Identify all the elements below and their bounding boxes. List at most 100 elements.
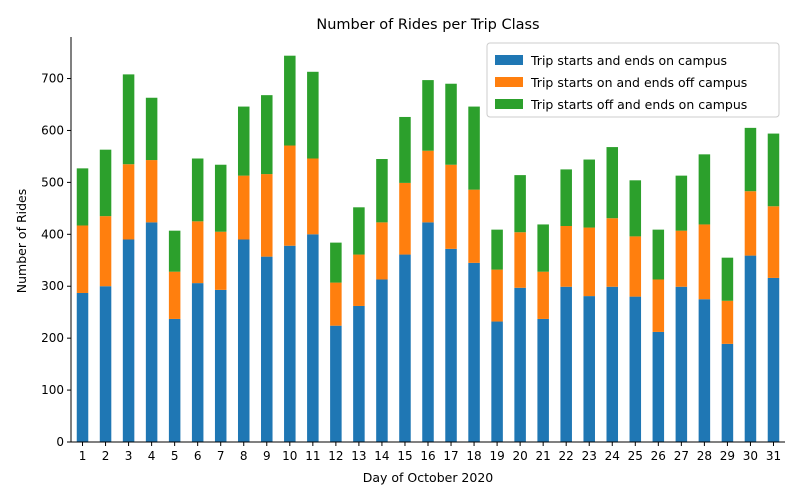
x-tick-label: 28 <box>697 449 712 463</box>
legend: Trip starts and ends on campus Trip start… <box>486 42 780 118</box>
bar-series-2-day-9 <box>261 174 273 257</box>
bar-series-1-day-8 <box>237 239 250 442</box>
bar-series-1-day-11 <box>307 234 319 442</box>
bar-series-1-day-23 <box>583 296 595 442</box>
bar-series-2-day-4 <box>145 160 158 223</box>
bar-series-2-day-14 <box>376 222 388 280</box>
bar-series-1-day-30 <box>744 255 757 442</box>
bar-series-3-day-30 <box>744 127 757 192</box>
bar-series-3-day-19 <box>491 229 503 270</box>
bar-series-2-day-6 <box>191 221 204 284</box>
bar-series-1-day-29 <box>721 343 734 442</box>
x-tick-label: 24 <box>605 449 620 463</box>
y-tick-label: 500 <box>41 175 64 189</box>
bar-series-2-day-27 <box>675 230 688 287</box>
bar-series-3-day-8 <box>237 106 250 176</box>
bar-series-3-day-20 <box>514 175 526 233</box>
bar-series-2-day-30 <box>744 191 757 256</box>
x-tick-label: 13 <box>351 449 366 463</box>
bar-series-1-day-25 <box>629 296 642 442</box>
y-tick-label: 200 <box>41 331 64 345</box>
y-tick-label: 0 <box>56 435 64 449</box>
bar-series-3-day-1 <box>76 168 89 226</box>
bar-series-2-day-23 <box>583 227 595 297</box>
bar-series-3-day-10 <box>284 55 296 146</box>
bar-series-1-day-19 <box>491 321 503 442</box>
x-tick-label: 31 <box>766 449 781 463</box>
x-tick-label: 20 <box>512 449 527 463</box>
bar-series-1-day-2 <box>99 286 112 442</box>
bar-series-1-day-28 <box>698 299 711 442</box>
bar-series-1-day-21 <box>537 318 549 442</box>
bar-series-2-day-8 <box>237 175 250 240</box>
x-tick-label: 23 <box>582 449 597 463</box>
bar-series-1-day-17 <box>445 248 457 442</box>
bar-series-2-day-31 <box>767 206 780 278</box>
bar-series-3-day-11 <box>307 71 319 159</box>
x-tick-label: 6 <box>194 449 202 463</box>
bar-series-2-day-26 <box>652 279 665 332</box>
bar-series-1-day-4 <box>145 222 158 442</box>
bar-series-1-day-20 <box>514 287 526 442</box>
x-tick-label: 26 <box>651 449 666 463</box>
bar-series-2-day-3 <box>122 164 135 240</box>
bar-series-2-day-12 <box>330 282 342 326</box>
bar-series-2-day-5 <box>168 271 181 319</box>
x-tick-label: 1 <box>79 449 87 463</box>
bar-series-1-day-3 <box>122 239 135 442</box>
bar-series-1-day-31 <box>767 277 780 442</box>
bar-series-2-day-1 <box>76 225 89 293</box>
bar-series-1-day-26 <box>652 331 665 442</box>
bar-series-3-day-29 <box>721 257 734 301</box>
bar-series-3-day-28 <box>698 154 711 225</box>
x-tick-label: 25 <box>628 449 643 463</box>
bar-series-1-day-14 <box>376 279 388 442</box>
bar-series-3-day-5 <box>168 230 181 272</box>
x-tick-label: 4 <box>148 449 156 463</box>
bar-series-2-day-7 <box>214 231 227 290</box>
bar-series-3-day-26 <box>652 229 665 280</box>
bar-series-1-day-27 <box>675 286 688 442</box>
bar-series-1-day-18 <box>468 262 480 442</box>
bar-series-3-day-16 <box>422 80 434 151</box>
bar-series-3-day-13 <box>353 207 365 255</box>
bar-series-3-day-2 <box>99 149 112 217</box>
bar-series-3-day-27 <box>675 175 688 231</box>
bar-series-3-day-15 <box>399 116 411 183</box>
bar-series-1-day-13 <box>353 305 365 442</box>
bar-series-3-day-9 <box>261 95 273 175</box>
bar-series-2-day-20 <box>514 232 526 288</box>
x-tick-label: 10 <box>282 449 297 463</box>
bar-series-2-day-17 <box>445 164 457 249</box>
bar-series-1-day-6 <box>191 283 204 442</box>
legend-label-3: Trip starts off and ends on campus <box>530 97 747 112</box>
bar-series-3-day-24 <box>606 147 619 219</box>
x-tick-label: 12 <box>328 449 343 463</box>
bar-series-1-day-5 <box>168 318 181 442</box>
x-tick-label: 3 <box>125 449 133 463</box>
y-ticks-group: 0 100 200 300 400 500 600 700 <box>41 72 71 449</box>
x-axis-label: Day of October 2020 <box>363 470 494 485</box>
x-tick-label: 11 <box>305 449 320 463</box>
bar-series-1-day-10 <box>284 245 296 442</box>
bar-series-1-day-22 <box>560 286 572 442</box>
bar-series-2-day-22 <box>560 226 572 287</box>
bar-series-3-day-18 <box>468 106 480 190</box>
bar-series-3-day-17 <box>445 83 457 165</box>
bar-series-2-day-11 <box>307 158 319 235</box>
bar-series-1-day-15 <box>399 254 411 442</box>
x-tick-label: 2 <box>102 449 110 463</box>
bar-series-2-day-19 <box>491 269 503 322</box>
bar-series-3-day-31 <box>767 133 780 207</box>
bar-series-1-day-12 <box>330 325 342 442</box>
bar-series-1-day-16 <box>422 222 434 442</box>
x-tick-label: 5 <box>171 449 179 463</box>
chart-title: Number of Rides per Trip Class <box>316 17 539 33</box>
legend-box <box>486 42 780 118</box>
bar-series-3-day-12 <box>330 242 342 283</box>
x-tick-label: 9 <box>263 449 271 463</box>
x-tick-label: 17 <box>443 449 458 463</box>
y-tick-label: 600 <box>41 123 64 137</box>
